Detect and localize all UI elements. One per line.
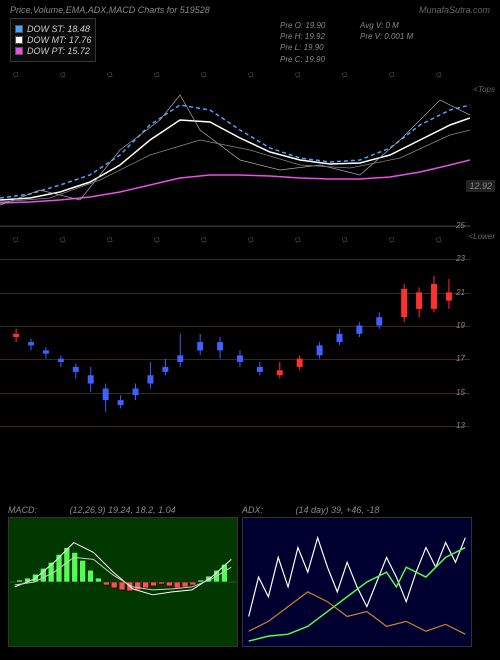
adx-title: ADX: xyxy=(242,505,263,515)
ohlc-info: Pre O: 19.90Pre H: 19.92Pre L: 19.90Pre … xyxy=(280,20,325,65)
candle-series xyxy=(0,226,470,425)
legend: DOW ST: 18.48DOW MT: 17.76DOW PT: 15.72 xyxy=(10,18,96,62)
chart-title: Price,Volume,EMA,ADX,MACD Charts for 519… xyxy=(10,5,210,15)
macd-panel: MACD: (12,26,9) 19.24, 18.2, 1.04 xyxy=(8,505,238,655)
macd-label: MACD: (12,26,9) 19.24, 18.2, 1.04 xyxy=(8,505,238,515)
price-marker: 12.92 xyxy=(466,180,495,192)
adx-panel: ADX: (14 day) 39, +46, -18 xyxy=(242,505,472,655)
tops-label: <Tops xyxy=(473,85,495,94)
lower-label: <Lower xyxy=(469,232,495,241)
candlestick-chart: 13151719212325 xyxy=(0,225,470,425)
indicator-row: MACD: (12,26,9) 19.24, 18.2, 1.04 ADX: (… xyxy=(0,505,500,655)
adx-params: (14 day) 39, +46, -18 xyxy=(296,505,380,515)
adx-chart xyxy=(242,517,472,647)
ema-line-chart xyxy=(0,70,470,210)
macd-params: (12,26,9) 19.24, 18.2, 1.04 xyxy=(70,505,176,515)
volume-info: Avg V: 0 MPre V: 0.001 M xyxy=(360,20,413,42)
brand-label: MunafaSutra.com xyxy=(419,5,490,15)
macd-chart xyxy=(8,517,238,647)
macd-title: MACD: xyxy=(8,505,37,515)
adx-label: ADX: (14 day) 39, +46, -18 xyxy=(242,505,472,515)
